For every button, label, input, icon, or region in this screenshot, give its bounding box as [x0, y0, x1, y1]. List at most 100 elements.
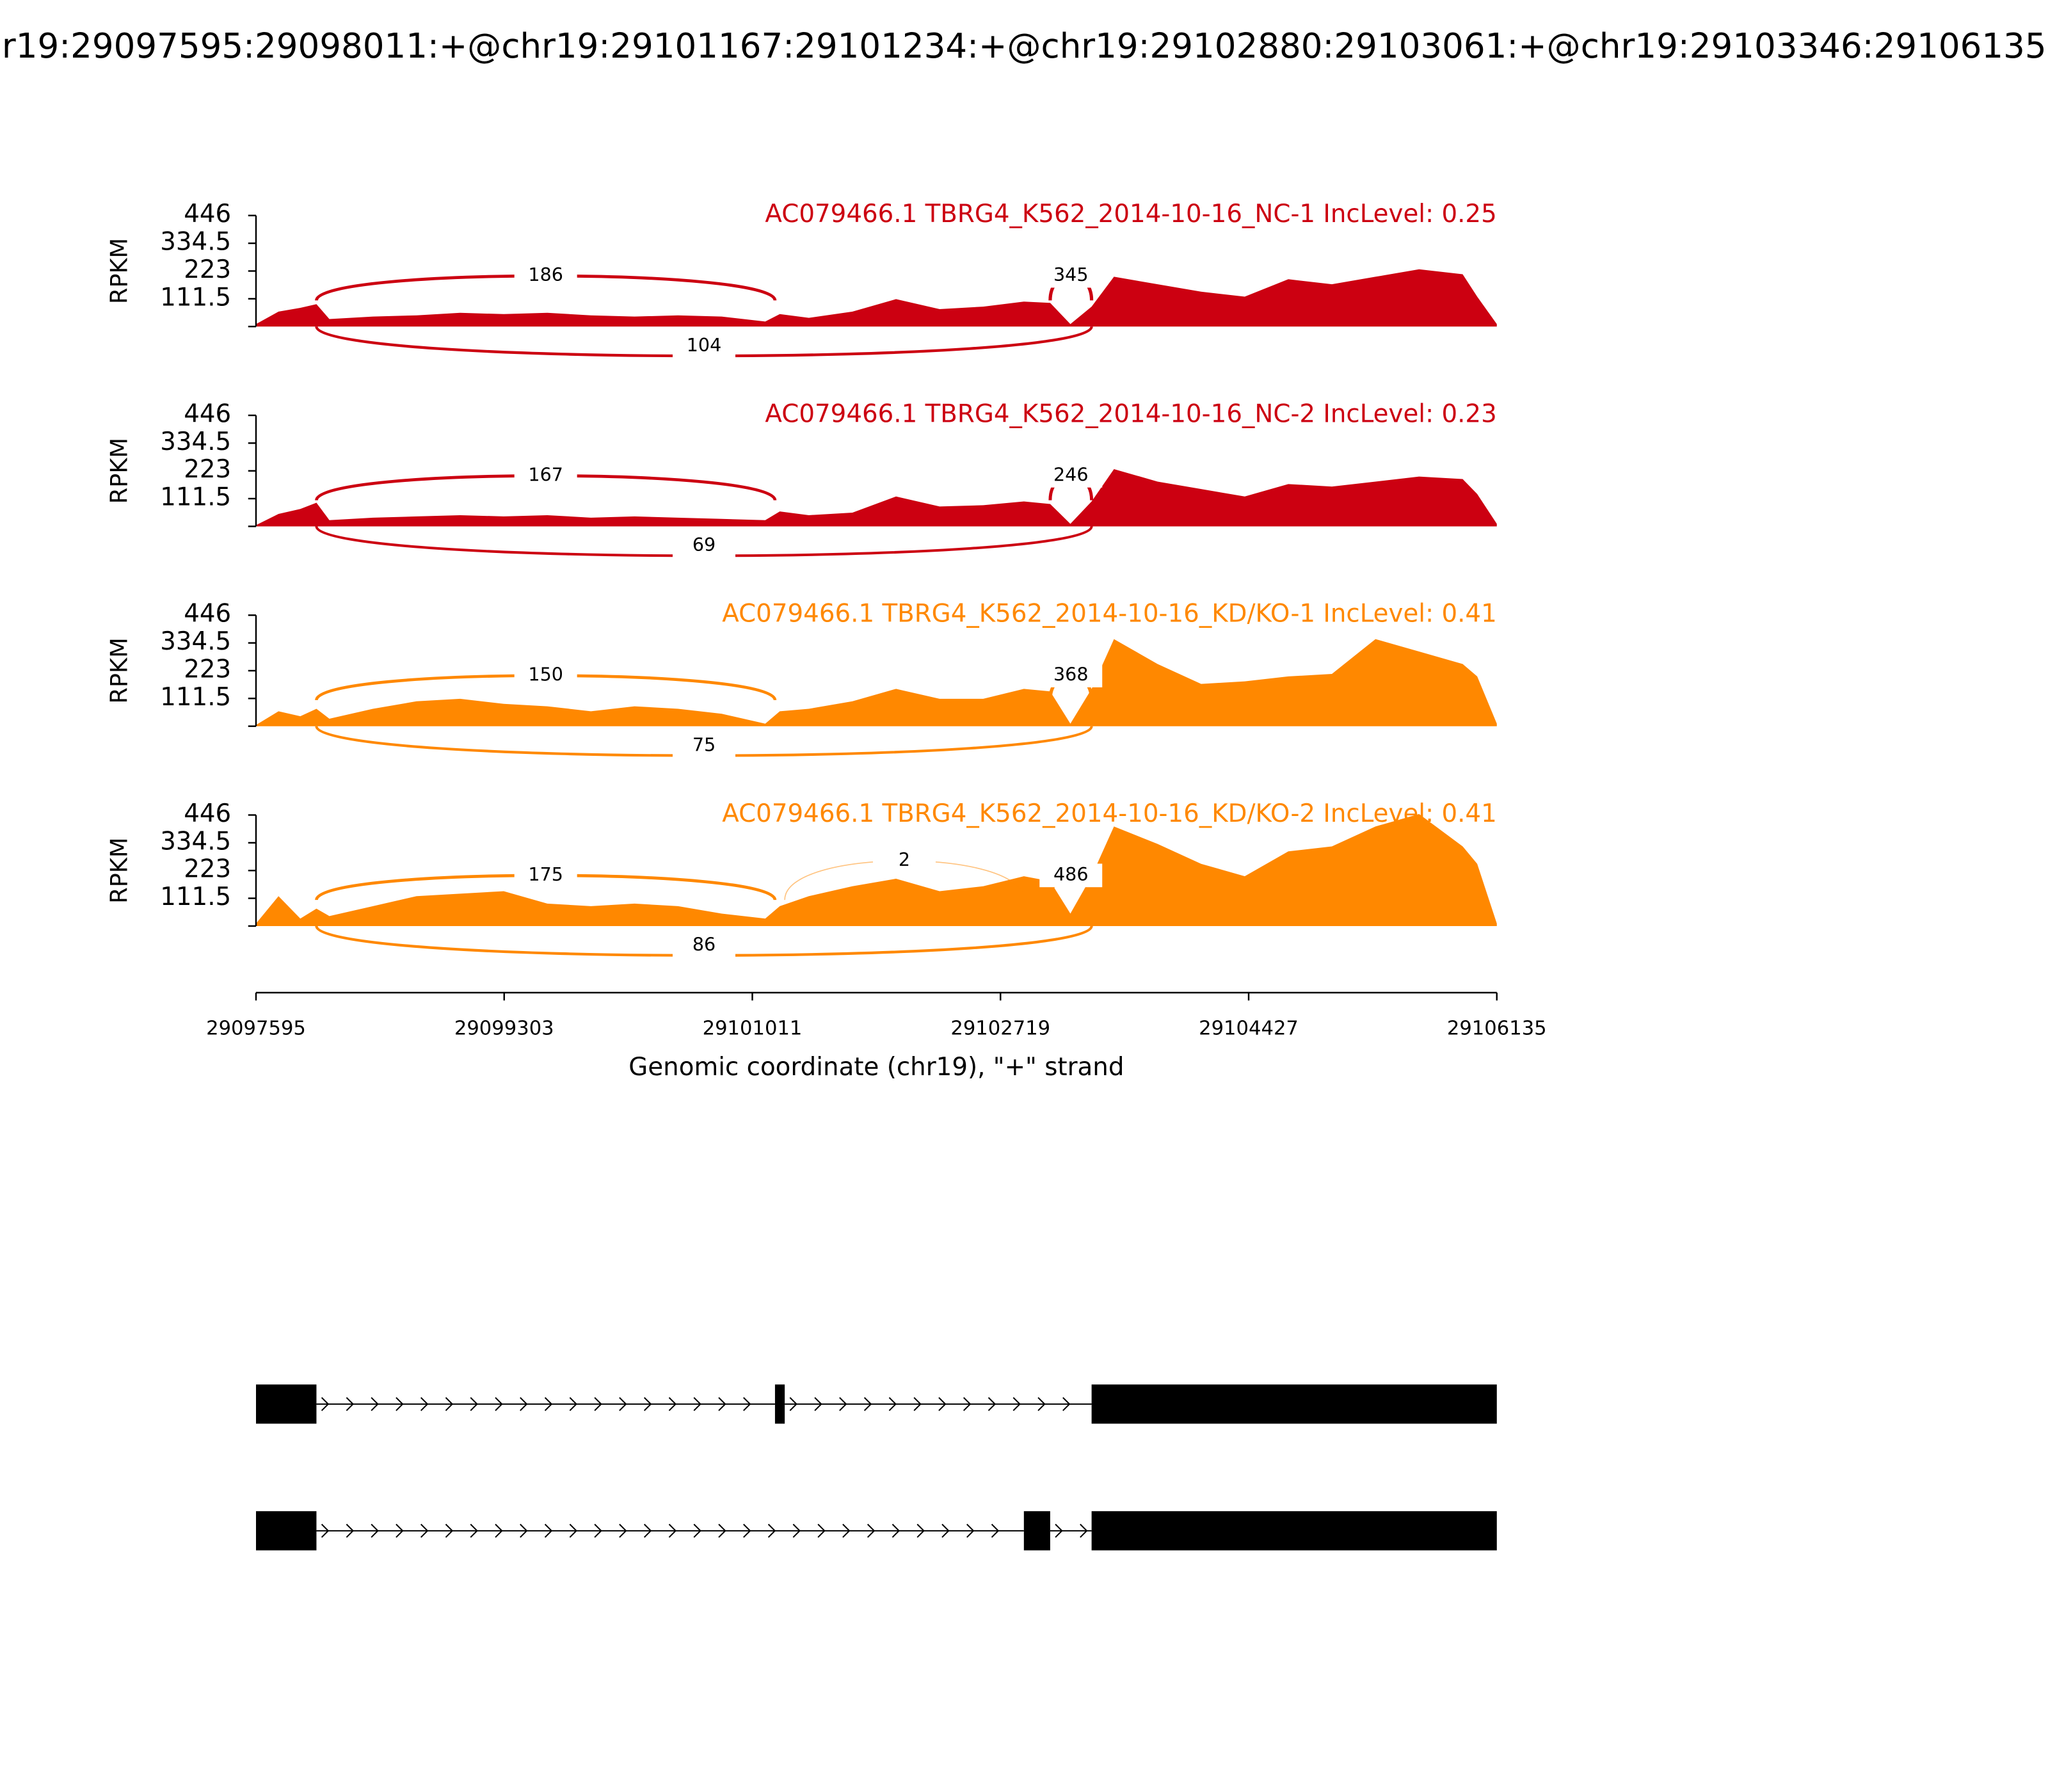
strand-chevron	[863, 1396, 872, 1411]
y-tick-label: 446	[184, 200, 231, 228]
strand-chevron	[470, 1523, 478, 1538]
strand-chevron	[346, 1523, 355, 1538]
junction-label-bg	[514, 264, 577, 288]
chart-title: chr19:29097595:29098011:+@chr19:29101167…	[0, 26, 2048, 66]
strand-chevron	[495, 1523, 503, 1538]
junction-label-bg	[1039, 863, 1103, 888]
y-axis-label: RPKM	[105, 637, 132, 703]
strand-chevron	[1080, 1523, 1088, 1538]
x-tick-label: 29097595	[206, 1018, 306, 1040]
junction-count: 69	[692, 534, 716, 556]
strand-chevron	[544, 1523, 553, 1538]
junction-count: 86	[692, 934, 716, 956]
strand-chevron	[544, 1396, 553, 1411]
y-tick-label: 111.5	[160, 883, 231, 911]
y-tick-label: 334.5	[160, 428, 231, 456]
junction-label-bg	[673, 334, 736, 358]
junction-label-bg	[673, 534, 736, 558]
strand-chevron	[913, 1396, 922, 1411]
strand-chevron	[842, 1523, 851, 1538]
strand-chevron	[941, 1523, 950, 1538]
strand-chevron	[1062, 1396, 1071, 1411]
strand-chevron	[371, 1396, 379, 1411]
junction-count: 75	[692, 733, 716, 755]
strand-chevron	[470, 1396, 478, 1411]
strand-chevron	[594, 1396, 602, 1411]
strand-chevron	[668, 1523, 677, 1538]
strand-chevron	[668, 1396, 677, 1411]
junction-label-bg	[1039, 264, 1103, 288]
junction-label-bg	[514, 863, 577, 888]
strand-chevron	[743, 1523, 751, 1538]
x-axis-label: Genomic coordinate (chr19), "+" strand	[628, 1053, 1124, 1082]
coverage-area	[256, 639, 1497, 726]
exon	[1091, 1511, 1497, 1551]
track-label: AC079466.1 TBRG4_K562_2014-10-16_NC-2 In…	[765, 399, 1496, 428]
strand-chevron	[1012, 1396, 1021, 1411]
strand-chevron	[988, 1396, 996, 1411]
junction-count: 167	[528, 463, 563, 485]
junction-count: 368	[1053, 664, 1089, 685]
strand-chevron	[445, 1396, 454, 1411]
strand-chevron	[789, 1396, 797, 1411]
strand-chevron	[569, 1523, 578, 1538]
y-tick-label: 446	[184, 799, 231, 828]
junction-count: 486	[1053, 863, 1089, 885]
junction-count: 150	[528, 664, 563, 685]
strand-chevron	[520, 1396, 528, 1411]
y-tick-label: 334.5	[160, 228, 231, 257]
strand-chevron	[792, 1523, 801, 1538]
strand-chevron	[594, 1523, 602, 1538]
strand-chevron	[321, 1523, 330, 1538]
strand-chevron	[991, 1523, 1000, 1538]
strand-chevron	[963, 1396, 972, 1411]
x-tick-label: 29099303	[454, 1018, 554, 1040]
strand-chevron	[767, 1523, 776, 1538]
x-tick-label: 29106135	[1447, 1018, 1547, 1040]
y-tick-label: 223	[184, 255, 231, 284]
junction-label-bg	[673, 934, 736, 957]
strand-chevron	[817, 1523, 826, 1538]
exon	[256, 1384, 317, 1424]
strand-chevron	[718, 1523, 726, 1538]
junction-count: 2	[899, 849, 910, 870]
strand-chevron	[495, 1396, 503, 1411]
strand-chevron	[396, 1396, 404, 1411]
strand-chevron	[693, 1396, 701, 1411]
y-tick-label: 223	[184, 855, 231, 884]
y-tick-label: 223	[184, 455, 231, 484]
strand-chevron	[966, 1523, 975, 1538]
y-axis-label: RPKM	[105, 837, 132, 903]
strand-chevron	[743, 1396, 751, 1411]
strand-chevron	[420, 1396, 429, 1411]
strand-chevron	[693, 1523, 701, 1538]
exon	[256, 1511, 317, 1551]
strand-chevron	[1037, 1396, 1046, 1411]
junction-count: 104	[687, 334, 722, 356]
x-tick-label: 29101011	[703, 1018, 803, 1040]
strand-chevron	[888, 1396, 897, 1411]
strand-chevron	[569, 1396, 578, 1411]
coverage-area	[256, 269, 1497, 327]
strand-chevron	[839, 1396, 847, 1411]
strand-chevron	[718, 1396, 726, 1411]
strand-chevron	[321, 1396, 330, 1411]
junction-label-bg	[673, 733, 736, 758]
y-tick-label: 334.5	[160, 827, 231, 856]
track-label: AC079466.1 TBRG4_K562_2014-10-16_NC-1 In…	[765, 200, 1496, 228]
exon	[1023, 1511, 1050, 1551]
y-tick-label: 223	[184, 655, 231, 684]
strand-chevron	[420, 1523, 429, 1538]
junction-count: 345	[1053, 264, 1089, 285]
coverage-area	[256, 468, 1497, 527]
junction-count: 246	[1053, 463, 1089, 485]
y-tick-label: 446	[184, 399, 231, 428]
strand-chevron	[867, 1523, 876, 1538]
track-label: AC079466.1 TBRG4_K562_2014-10-16_KD/KO-2…	[722, 799, 1496, 828]
y-tick-label: 111.5	[160, 483, 231, 512]
strand-chevron	[396, 1523, 404, 1538]
strand-chevron	[1055, 1523, 1063, 1538]
junction-count: 175	[528, 863, 563, 885]
